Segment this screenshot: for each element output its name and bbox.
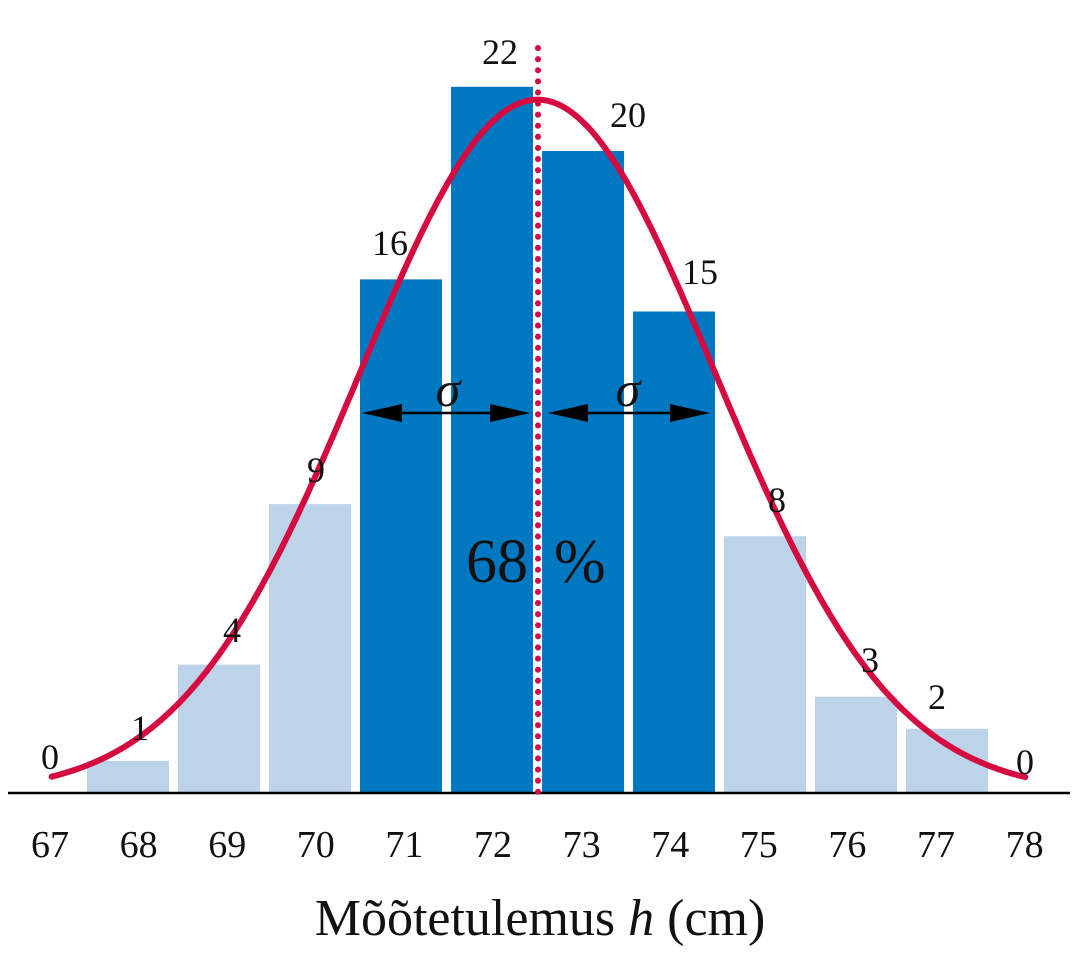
data-label-75: 8 xyxy=(768,480,786,520)
x-tick-74: 74 xyxy=(651,824,689,866)
bar-74 xyxy=(633,311,715,793)
x-tick-78: 78 xyxy=(1006,824,1044,866)
bar-76 xyxy=(815,696,897,793)
x-tick-76: 76 xyxy=(828,824,866,866)
bar-72 xyxy=(451,86,533,794)
data-label-74: 15 xyxy=(682,252,718,292)
data-label-77: 2 xyxy=(928,677,946,717)
data-label-78: 0 xyxy=(1016,742,1034,782)
sigma-arrow-right xyxy=(548,404,710,422)
percent-label-number: 68 xyxy=(466,528,528,596)
data-label-67: 0 xyxy=(41,737,59,777)
x-axis-label: Mõõtetulemus h (cm) xyxy=(315,890,766,947)
x-axis-label-variable: h xyxy=(628,890,654,947)
data-label-70: 9 xyxy=(307,450,325,490)
bar-69 xyxy=(178,664,260,793)
x-tick-71: 71 xyxy=(385,824,423,866)
data-label-76: 3 xyxy=(861,640,879,680)
bar-68 xyxy=(87,760,169,793)
x-tick-77: 77 xyxy=(917,824,955,866)
bars-group xyxy=(87,86,988,794)
data-label-73: 20 xyxy=(610,95,646,135)
x-tick-73: 73 xyxy=(563,824,601,866)
x-tick-labels: 67 68 69 70 71 72 73 74 75 76 77 78 xyxy=(31,824,1044,866)
x-tick-72: 72 xyxy=(474,824,512,866)
x-tick-70: 70 xyxy=(297,824,335,866)
percent-label-sign: % xyxy=(554,528,606,596)
bar-73 xyxy=(542,151,624,793)
normal-curve xyxy=(48,96,1029,781)
x-axis-label-prefix: Mõõtetulemus xyxy=(315,890,628,947)
x-tick-68: 68 xyxy=(120,824,158,866)
data-label-68: 1 xyxy=(131,708,149,748)
bar-71 xyxy=(360,279,442,793)
sigma-arrow-left xyxy=(362,404,530,422)
x-tick-67: 67 xyxy=(31,824,69,866)
data-label-69: 4 xyxy=(223,610,241,650)
bar-75 xyxy=(724,536,806,793)
x-axis-label-suffix: (cm) xyxy=(654,890,765,947)
sigma-label-left: σ xyxy=(436,361,463,417)
x-tick-75: 75 xyxy=(740,824,778,866)
data-label-71: 16 xyxy=(372,223,408,263)
data-label-72: 22 xyxy=(482,32,518,72)
x-tick-69: 69 xyxy=(208,824,246,866)
sigma-label-right: σ xyxy=(616,361,643,417)
